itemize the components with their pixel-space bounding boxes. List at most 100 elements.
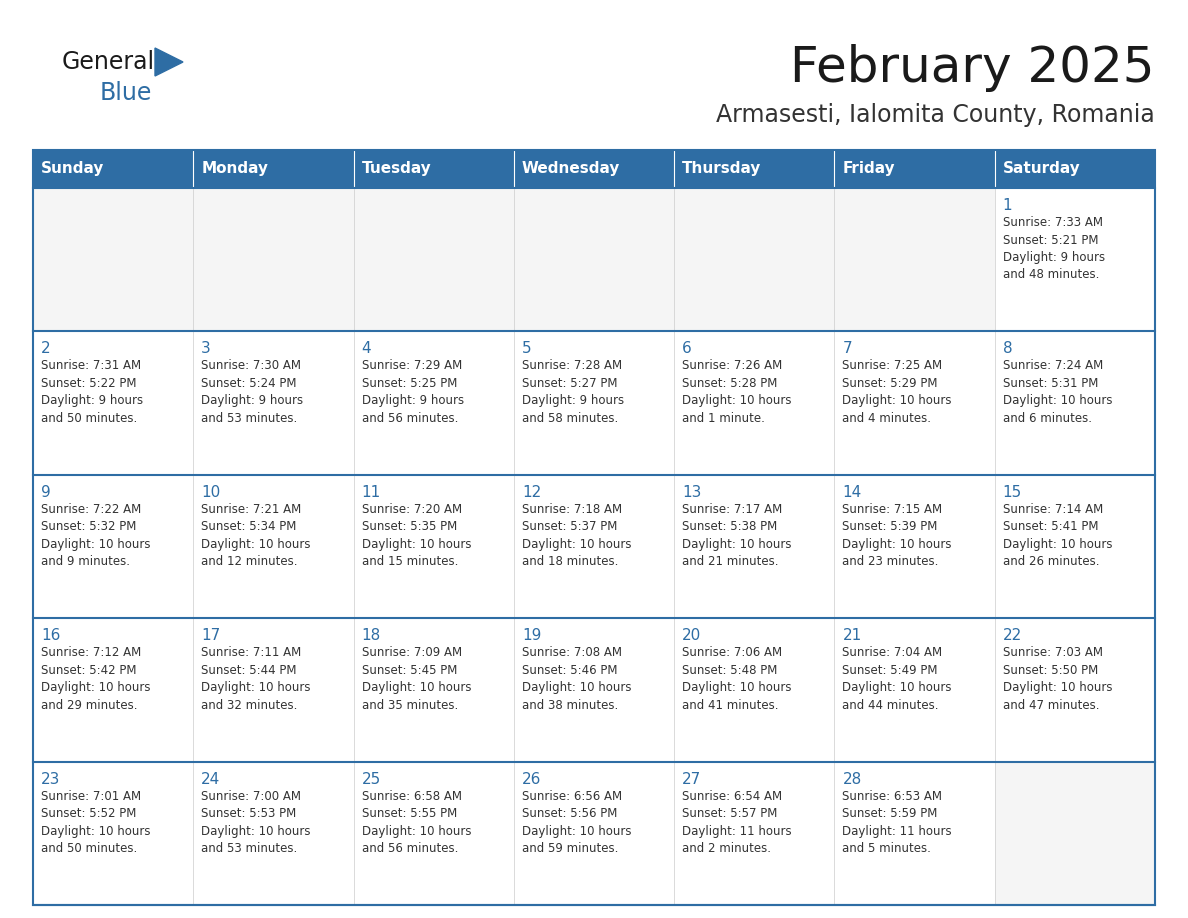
Text: Sunrise: 7:17 AM: Sunrise: 7:17 AM [682, 503, 783, 516]
Bar [194, 762, 354, 905]
Bar [354, 618, 514, 762]
Text: and 9 minutes.: and 9 minutes. [42, 555, 129, 568]
Text: and 35 minutes.: and 35 minutes. [361, 699, 457, 711]
Text: Tuesday: Tuesday [361, 162, 431, 176]
Text: Sunset: 5:45 PM: Sunset: 5:45 PM [361, 664, 457, 677]
Text: 13: 13 [682, 485, 702, 499]
Text: Daylight: 10 hours: Daylight: 10 hours [361, 538, 472, 551]
Polygon shape [154, 48, 183, 76]
Text: Sunrise: 7:25 AM: Sunrise: 7:25 AM [842, 360, 942, 373]
Text: Sunrise: 7:31 AM: Sunrise: 7:31 AM [42, 360, 141, 373]
Text: 18: 18 [361, 628, 381, 644]
Bar [994, 475, 1155, 618]
Text: Sunday: Sunday [42, 162, 105, 176]
Text: 26: 26 [522, 772, 542, 787]
Text: Sunrise: 7:03 AM: Sunrise: 7:03 AM [1003, 646, 1102, 659]
Text: Sunset: 5:50 PM: Sunset: 5:50 PM [1003, 664, 1098, 677]
Text: Daylight: 11 hours: Daylight: 11 hours [682, 824, 791, 837]
Bar [354, 150, 514, 188]
Text: Daylight: 10 hours: Daylight: 10 hours [1003, 681, 1112, 694]
Text: 6: 6 [682, 341, 691, 356]
Text: Sunrise: 7:21 AM: Sunrise: 7:21 AM [201, 503, 302, 516]
Text: 23: 23 [42, 772, 61, 787]
Text: Sunset: 5:39 PM: Sunset: 5:39 PM [842, 521, 937, 533]
Text: 15: 15 [1003, 485, 1022, 499]
Bar [994, 150, 1155, 188]
Text: and 18 minutes.: and 18 minutes. [522, 555, 618, 568]
Text: Daylight: 10 hours: Daylight: 10 hours [42, 824, 151, 837]
Text: Thursday: Thursday [682, 162, 762, 176]
Bar [354, 475, 514, 618]
Text: Daylight: 9 hours: Daylight: 9 hours [522, 395, 624, 408]
Text: Sunset: 5:28 PM: Sunset: 5:28 PM [682, 377, 777, 390]
Text: Sunrise: 7:18 AM: Sunrise: 7:18 AM [522, 503, 623, 516]
Text: and 56 minutes.: and 56 minutes. [361, 412, 457, 425]
Text: Sunset: 5:55 PM: Sunset: 5:55 PM [361, 807, 457, 820]
Text: Sunrise: 7:08 AM: Sunrise: 7:08 AM [522, 646, 621, 659]
Text: Sunset: 5:38 PM: Sunset: 5:38 PM [682, 521, 777, 533]
Text: Sunrise: 6:53 AM: Sunrise: 6:53 AM [842, 789, 942, 802]
Bar [674, 331, 834, 475]
Text: Sunset: 5:32 PM: Sunset: 5:32 PM [42, 521, 137, 533]
Text: Sunset: 5:25 PM: Sunset: 5:25 PM [361, 377, 457, 390]
Text: 17: 17 [201, 628, 221, 644]
Text: Sunrise: 6:56 AM: Sunrise: 6:56 AM [522, 789, 623, 802]
Text: Sunrise: 7:22 AM: Sunrise: 7:22 AM [42, 503, 141, 516]
Text: Friday: Friday [842, 162, 895, 176]
Text: Sunrise: 7:20 AM: Sunrise: 7:20 AM [361, 503, 462, 516]
Bar [994, 618, 1155, 762]
Text: 1: 1 [1003, 198, 1012, 213]
Bar [834, 475, 994, 618]
Text: Daylight: 10 hours: Daylight: 10 hours [842, 681, 952, 694]
Text: Sunset: 5:29 PM: Sunset: 5:29 PM [842, 377, 939, 390]
Text: 16: 16 [42, 628, 61, 644]
Text: and 47 minutes.: and 47 minutes. [1003, 699, 1099, 711]
Bar [33, 762, 194, 905]
Bar [514, 475, 674, 618]
Text: Sunrise: 7:26 AM: Sunrise: 7:26 AM [682, 360, 783, 373]
Text: Sunset: 5:44 PM: Sunset: 5:44 PM [201, 664, 297, 677]
Text: Daylight: 10 hours: Daylight: 10 hours [1003, 395, 1112, 408]
Text: Sunset: 5:34 PM: Sunset: 5:34 PM [201, 521, 297, 533]
Text: Sunrise: 7:06 AM: Sunrise: 7:06 AM [682, 646, 782, 659]
Text: 9: 9 [42, 485, 51, 499]
Text: 10: 10 [201, 485, 221, 499]
Text: Daylight: 9 hours: Daylight: 9 hours [42, 395, 143, 408]
Text: Sunset: 5:42 PM: Sunset: 5:42 PM [42, 664, 137, 677]
Text: and 12 minutes.: and 12 minutes. [201, 555, 298, 568]
Bar [514, 331, 674, 475]
Text: and 5 minutes.: and 5 minutes. [842, 842, 931, 855]
Bar [33, 618, 194, 762]
Bar [834, 618, 994, 762]
Text: and 6 minutes.: and 6 minutes. [1003, 412, 1092, 425]
Bar [194, 618, 354, 762]
Bar [514, 150, 674, 188]
Text: Sunrise: 7:15 AM: Sunrise: 7:15 AM [842, 503, 942, 516]
Text: Daylight: 10 hours: Daylight: 10 hours [522, 538, 631, 551]
Text: Daylight: 10 hours: Daylight: 10 hours [522, 681, 631, 694]
Text: 12: 12 [522, 485, 541, 499]
Text: Daylight: 10 hours: Daylight: 10 hours [682, 681, 791, 694]
Bar [834, 150, 994, 188]
Bar [33, 150, 1155, 905]
Text: Sunset: 5:53 PM: Sunset: 5:53 PM [201, 807, 297, 820]
Text: Armasesti, Ialomita County, Romania: Armasesti, Ialomita County, Romania [716, 103, 1155, 127]
Text: 25: 25 [361, 772, 381, 787]
Text: 11: 11 [361, 485, 381, 499]
Text: Sunrise: 7:00 AM: Sunrise: 7:00 AM [201, 789, 302, 802]
Text: Sunset: 5:21 PM: Sunset: 5:21 PM [1003, 233, 1098, 247]
Text: Sunset: 5:46 PM: Sunset: 5:46 PM [522, 664, 618, 677]
Text: and 29 minutes.: and 29 minutes. [42, 699, 138, 711]
Text: and 53 minutes.: and 53 minutes. [201, 842, 297, 855]
Text: Sunrise: 7:09 AM: Sunrise: 7:09 AM [361, 646, 462, 659]
Text: Sunset: 5:37 PM: Sunset: 5:37 PM [522, 521, 618, 533]
Text: Sunrise: 7:01 AM: Sunrise: 7:01 AM [42, 789, 141, 802]
Bar [834, 331, 994, 475]
Text: Daylight: 10 hours: Daylight: 10 hours [842, 395, 952, 408]
Text: and 4 minutes.: and 4 minutes. [842, 412, 931, 425]
Bar [674, 188, 834, 331]
Text: Daylight: 10 hours: Daylight: 10 hours [361, 681, 472, 694]
Text: Sunrise: 6:54 AM: Sunrise: 6:54 AM [682, 789, 782, 802]
Text: Daylight: 10 hours: Daylight: 10 hours [201, 538, 311, 551]
Text: Daylight: 10 hours: Daylight: 10 hours [42, 538, 151, 551]
